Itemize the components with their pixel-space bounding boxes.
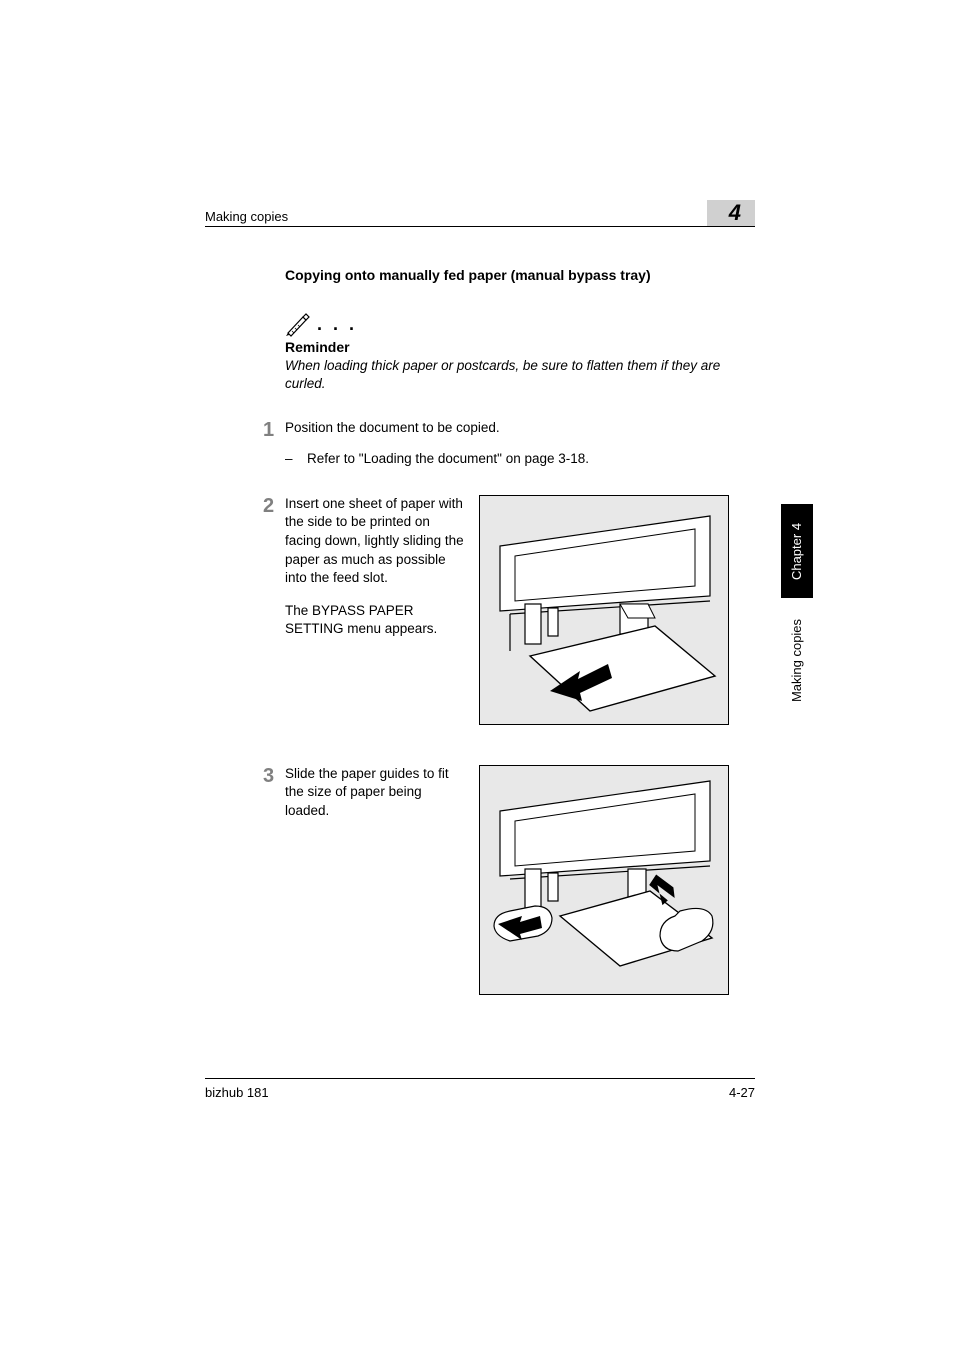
dash-icon: – <box>285 450 307 469</box>
step-number: 1 <box>205 419 285 468</box>
reminder-block: . . . Reminder When loading thick paper … <box>285 311 755 393</box>
step-3-text: Slide the paper guides to fit the size o… <box>285 765 465 821</box>
step-number: 3 <box>205 765 285 995</box>
chapter-number-box: 4 <box>707 200 755 226</box>
section-title: Copying onto manually fed paper (manual … <box>285 267 755 283</box>
step-1-sub-text: Refer to "Loading the document" on page … <box>307 450 589 469</box>
header-section-label: Making copies <box>205 209 288 224</box>
side-chapter-label: Chapter 4 <box>790 522 805 579</box>
step-1-sub: – Refer to "Loading the document" on pag… <box>285 450 755 469</box>
figure-insert-paper <box>479 495 729 725</box>
side-chapter-tab: Chapter 4 <box>781 504 813 598</box>
reminder-body: When loading thick paper or postcards, b… <box>285 357 755 393</box>
step-number: 2 <box>205 495 285 725</box>
page-footer: bizhub 181 4-27 <box>205 1078 755 1100</box>
figure-paper-guides <box>479 765 729 995</box>
footer-page-number: 4-27 <box>729 1085 755 1100</box>
reminder-heading: Reminder <box>285 339 755 355</box>
side-section-label-box: Making copies <box>781 610 813 710</box>
ellipsis-icon: . . . <box>317 314 357 337</box>
step-2-p1: Insert one sheet of paper with the side … <box>285 495 465 588</box>
step-1: 1 Position the document to be copied. – … <box>205 419 755 468</box>
step-1-text: Position the document to be copied. <box>285 419 755 438</box>
side-section-label: Making copies <box>790 618 805 701</box>
footer-product: bizhub 181 <box>205 1085 269 1100</box>
step-2: 2 Insert one sheet of paper with the sid… <box>205 495 755 725</box>
reminder-icon: . . . <box>285 311 755 337</box>
page-header: Making copies 4 <box>205 200 755 227</box>
step-2-p2: The BYPASS PAPER SETTING menu appears. <box>285 602 465 639</box>
step-3: 3 Slide the paper guides to fit the size… <box>205 765 755 995</box>
chapter-number: 4 <box>729 200 741 225</box>
